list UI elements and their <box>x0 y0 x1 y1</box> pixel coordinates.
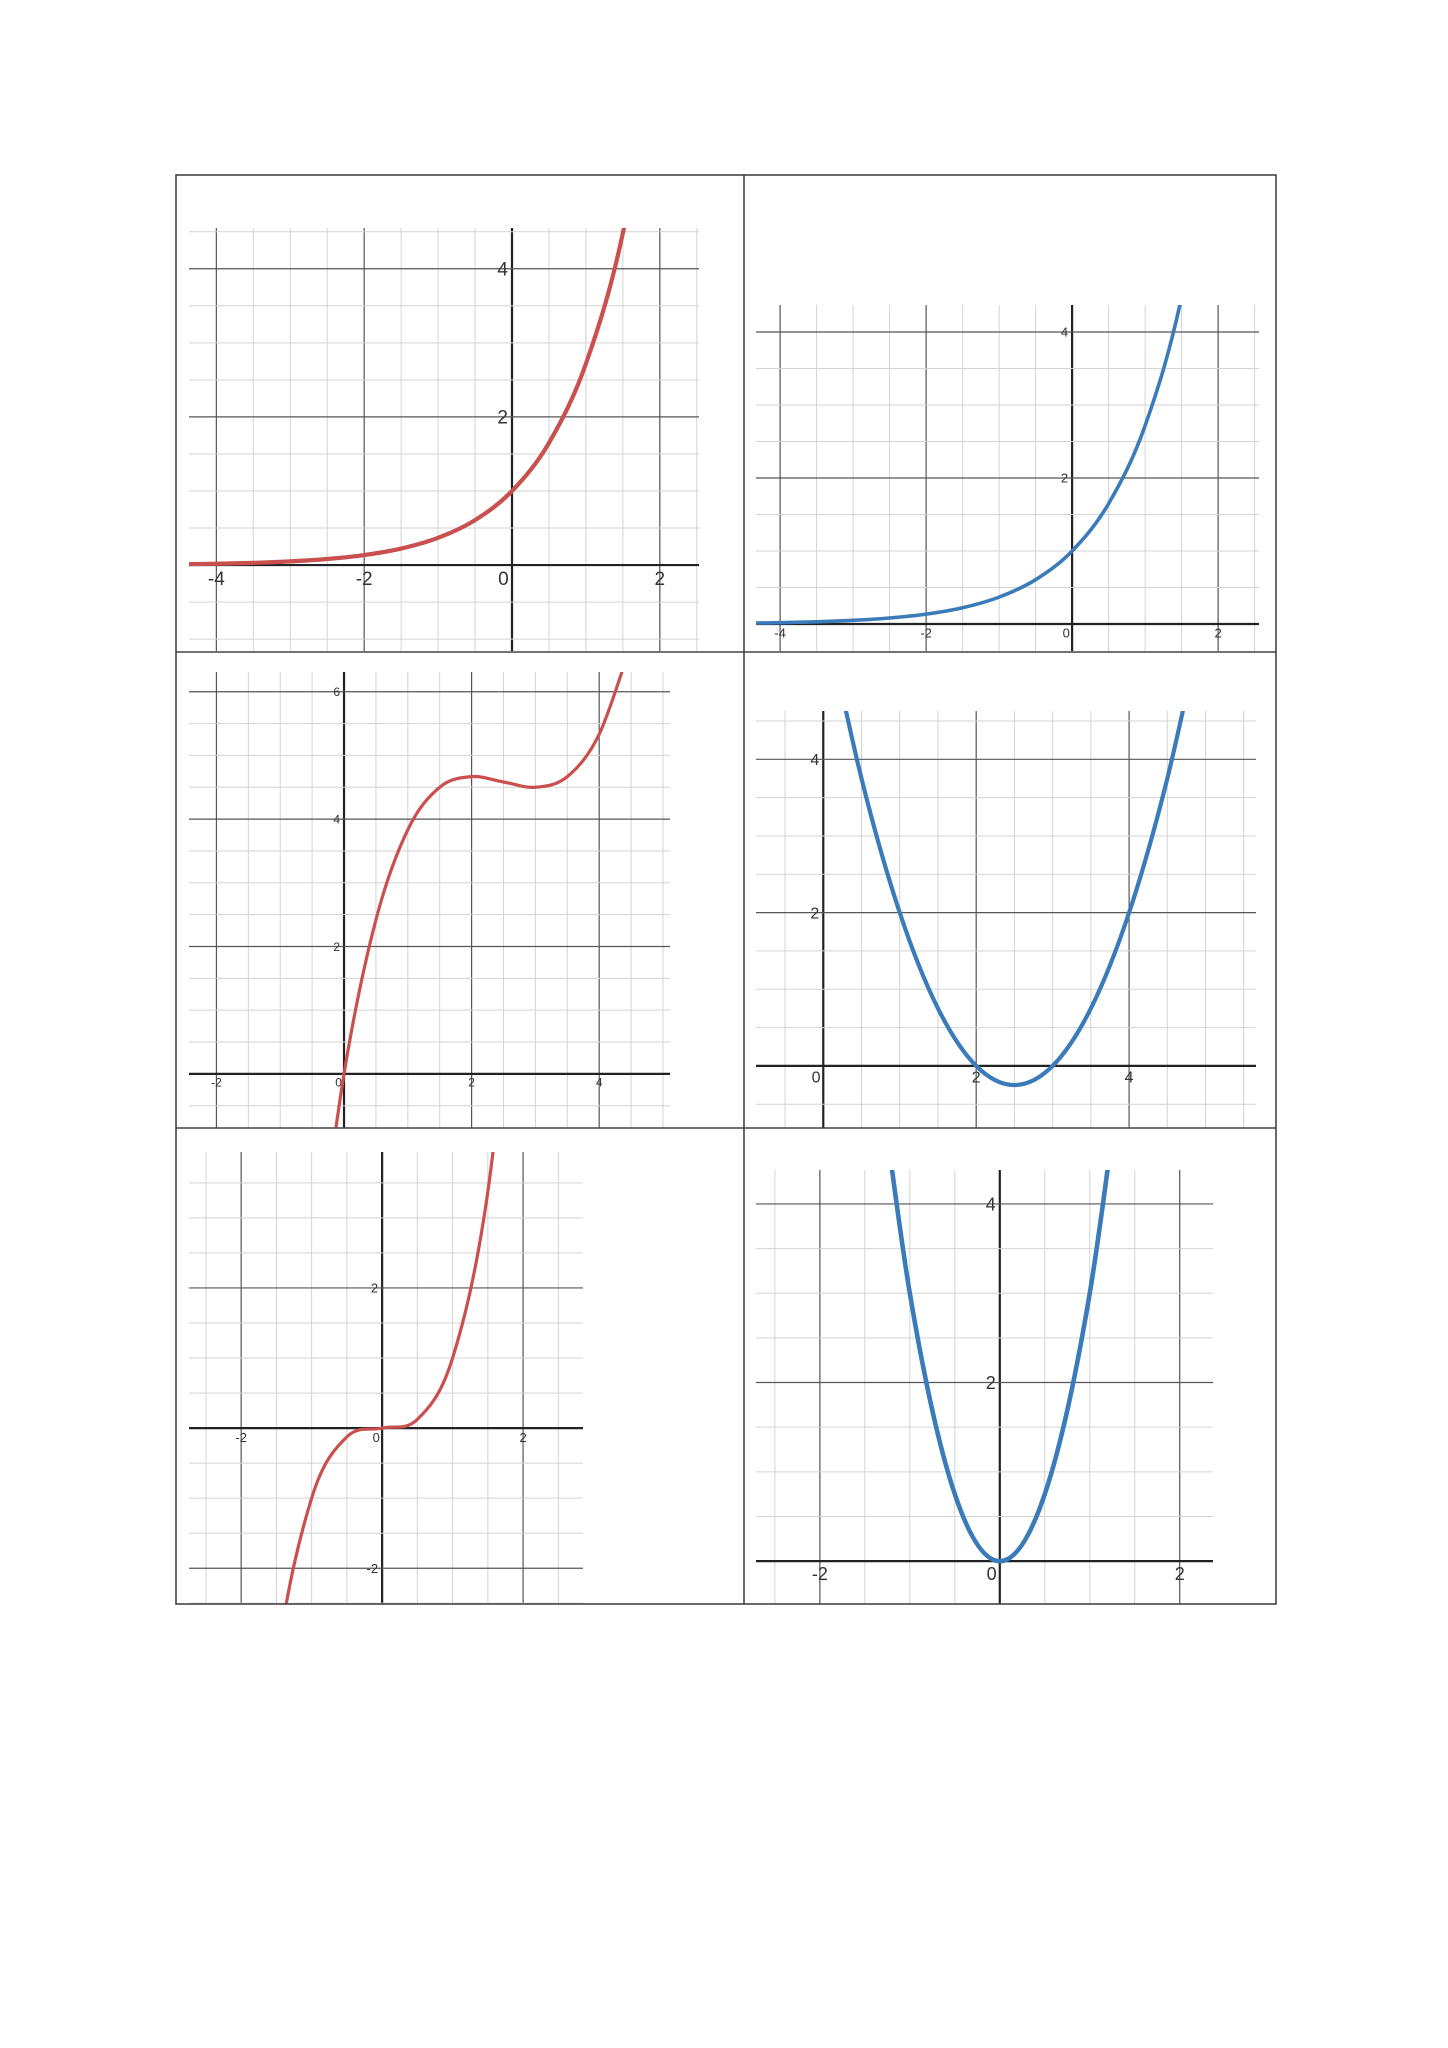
x-tick-label: 0 <box>812 1070 821 1087</box>
function-curve <box>334 672 624 1128</box>
y-tick-label: 4 <box>810 752 819 769</box>
x-tick-label: 2 <box>655 569 666 590</box>
y-tick-label: 2 <box>810 905 819 922</box>
x-tick-label: -4 <box>208 569 225 590</box>
y-tick-label: 6 <box>333 685 340 699</box>
x-tick-label: 2 <box>1215 626 1222 641</box>
x-tick-label: -2 <box>920 626 932 641</box>
x-tick-label: -2 <box>812 1564 828 1584</box>
y-tick-label: 4 <box>986 1194 996 1214</box>
x-tick-label: 2 <box>468 1075 475 1089</box>
y-tick-label: 2 <box>333 940 340 954</box>
chart-3: -2 0 2 4 2 4 6 <box>189 672 670 1128</box>
chart-2: -4 -2 0 2 2 4 <box>756 305 1259 651</box>
table-outline <box>175 174 1277 1605</box>
x-tick-label: 4 <box>596 1075 603 1089</box>
function-curve <box>889 1170 1110 1564</box>
chart-5: -2 0 2 2 -2 <box>189 1152 583 1604</box>
x-tick-label: 0 <box>498 569 509 590</box>
x-tick-label: 4 <box>1125 1070 1134 1087</box>
y-tick-label: 2 <box>371 1281 378 1296</box>
chart-grid: -4 -2 0 2 2 4 -4 -2 0 2 2 4 -2 0 2 4 2 4 6 0 2 4 2 4 -2 0 2 2 -2 -2 0 2… <box>189 228 1259 1604</box>
y-tick-label: -2 <box>367 1561 379 1576</box>
chart-4: 0 2 4 2 4 <box>756 711 1256 1128</box>
x-tick-label: 0 <box>1063 626 1070 641</box>
y-tick-label: 2 <box>1061 471 1068 486</box>
x-tick-label: 0 <box>335 1075 342 1089</box>
y-tick-label: 2 <box>986 1373 996 1393</box>
x-tick-label: -2 <box>356 569 373 590</box>
function-curve <box>843 711 1186 1088</box>
y-tick-label: 4 <box>497 260 508 281</box>
y-tick-label: 2 <box>497 408 508 429</box>
chart-1: -4 -2 0 2 2 4 <box>189 228 699 651</box>
y-tick-label: 4 <box>333 812 340 826</box>
function-curve <box>756 305 1182 625</box>
x-tick-label: -2 <box>211 1075 222 1089</box>
x-tick-label: 0 <box>987 1564 997 1584</box>
table-border <box>175 174 1277 1605</box>
x-tick-label: 2 <box>972 1070 981 1087</box>
x-tick-label: -4 <box>774 626 786 641</box>
chart-6: -2 0 2 2 4 <box>756 1170 1213 1604</box>
x-tick-label: 2 <box>519 1430 526 1445</box>
x-tick-label: 2 <box>1175 1564 1185 1584</box>
x-tick-label: 0 <box>373 1430 380 1445</box>
function-curve <box>284 1152 495 1604</box>
x-tick-label: -2 <box>235 1430 247 1445</box>
y-tick-label: 4 <box>1061 325 1068 340</box>
function-curve <box>189 228 627 567</box>
